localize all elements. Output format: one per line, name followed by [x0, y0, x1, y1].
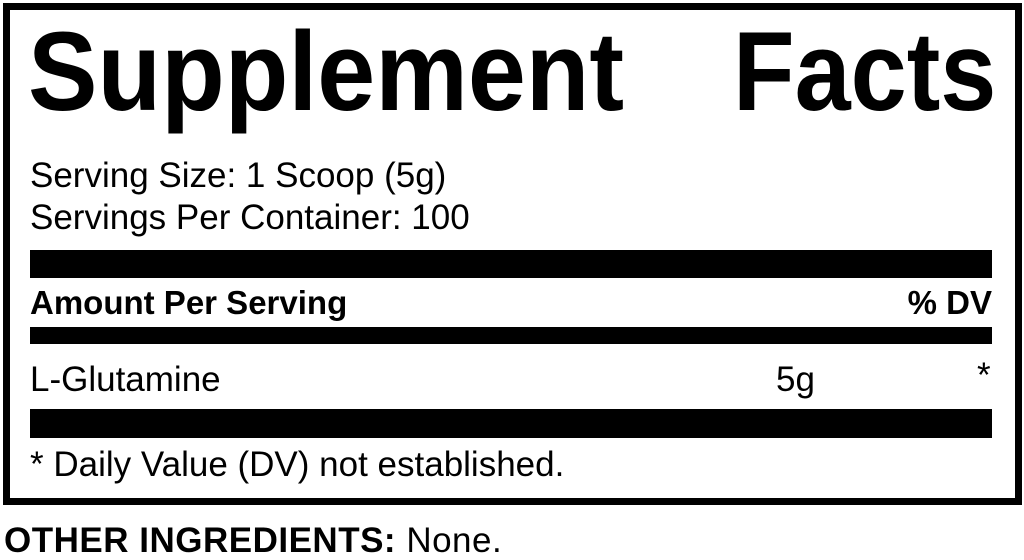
footnote: * Daily Value (DV) not established. [30, 445, 565, 484]
ingredient-dv: * [977, 356, 991, 395]
amount-per-serving-header: Amount Per Serving [30, 284, 348, 321]
other-ingredients-value: None. [406, 521, 503, 560]
ingredient-name: L-Glutamine [30, 360, 221, 399]
ingredient-amount: 5g [776, 360, 815, 399]
title-word-facts: Facts [733, 9, 997, 134]
supplement-facts-panel [3, 3, 1022, 505]
other-ingredients-label: OTHER INGREDIENTS: [4, 521, 397, 560]
other-ingredients: OTHER INGREDIENTS: None. [4, 523, 502, 558]
servings-per-container: Servings Per Container: 100 [30, 198, 470, 237]
title-word-supplement: Supplement [28, 9, 625, 134]
thick-divider [30, 250, 992, 278]
serving-size: Serving Size: 1 Scoop (5g) [30, 156, 447, 195]
thick-divider [30, 409, 992, 438]
medium-divider [30, 327, 992, 344]
daily-value-header: % DV [907, 284, 992, 321]
